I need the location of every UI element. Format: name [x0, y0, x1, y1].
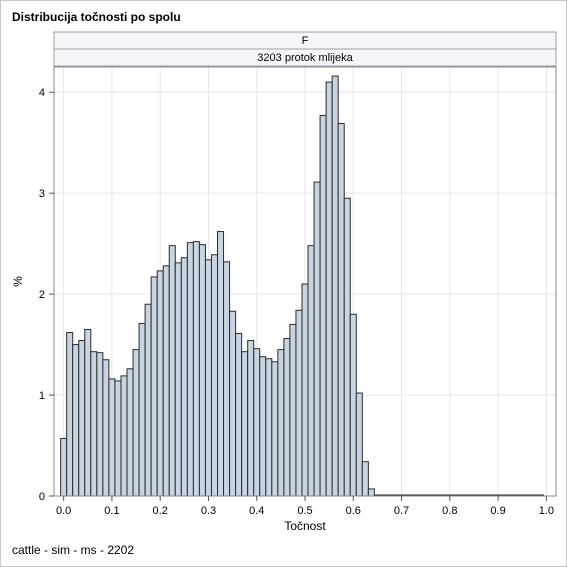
x-tick-label: 1.0 [539, 505, 554, 517]
histogram-bar [241, 351, 249, 497]
histogram-bar [210, 254, 219, 497]
histogram-bar [223, 261, 231, 497]
histogram-bar [355, 392, 363, 497]
histogram-bar [120, 375, 128, 497]
histogram-bar [367, 488, 375, 497]
histogram-bar [72, 344, 80, 497]
x-axis-label: Točnost [284, 519, 326, 533]
x-tick-label: 0.3 [201, 505, 216, 517]
histogram-bar [277, 349, 285, 497]
histogram-bar [198, 244, 206, 497]
x-tick-label: 0.6 [346, 505, 361, 517]
histogram-bar [301, 283, 309, 497]
y-tick-label: 0 [39, 491, 45, 503]
histogram-bar [90, 351, 98, 497]
histogram-bar [150, 276, 158, 497]
histogram-bar [114, 380, 122, 497]
histogram-bar [343, 197, 351, 497]
x-tick-label: 0.1 [104, 505, 119, 517]
panel-strip-1 [53, 48, 557, 67]
y-tick-label: 3 [39, 188, 45, 200]
histogram-bar [295, 309, 303, 497]
y-tick-label: 4 [39, 87, 45, 99]
x-tick-label: 0.0 [56, 505, 71, 517]
histogram-bar [156, 270, 164, 497]
histogram-bar [325, 81, 333, 497]
y-tick-label: 2 [39, 289, 45, 301]
histogram-bar [84, 328, 92, 497]
y-axis-label: % [11, 276, 25, 287]
histogram-bar [132, 349, 140, 497]
histogram-bar [217, 231, 225, 497]
histogram-bar [307, 245, 315, 497]
histogram-bar [289, 323, 297, 497]
histogram-bar [174, 262, 182, 497]
histogram-bar [204, 259, 212, 497]
histogram-bar [229, 310, 237, 497]
histogram-bar [60, 437, 68, 497]
histogram-bar [283, 338, 291, 497]
x-tick-label: 0.7 [394, 505, 409, 517]
histogram-bar [271, 361, 279, 497]
histogram-bar [96, 352, 104, 497]
histogram-bar [337, 123, 345, 497]
histogram-bar [66, 331, 74, 497]
histogram-bar [349, 313, 357, 497]
y-tick-label: 1 [39, 390, 45, 402]
histogram-bar [331, 75, 339, 497]
histogram-bar [265, 358, 273, 497]
histogram-bar [259, 356, 267, 497]
histogram-bar [138, 322, 146, 497]
chart-title: Distribucija točnosti po spolu [12, 10, 181, 24]
histogram-bar [78, 340, 86, 497]
histogram-bar [186, 242, 194, 497]
histogram-bar [126, 368, 134, 497]
histogram-bar [180, 257, 188, 497]
histogram-bar [235, 332, 243, 497]
histogram-bar [253, 348, 261, 497]
histogram-bar [247, 340, 255, 497]
histogram-bar [319, 114, 327, 497]
x-tick-label: 0.4 [249, 505, 264, 517]
histogram-bar [144, 303, 152, 497]
x-tick-label: 0.9 [490, 505, 505, 517]
x-tick-label: 0.8 [442, 505, 457, 517]
histogram-bar [162, 265, 170, 497]
histogram-bar [361, 461, 369, 497]
panel-strip-label-1: 3203 protok mlijeka [257, 52, 353, 64]
histogram-bar [313, 181, 321, 497]
histogram-bar [192, 241, 200, 497]
footnote: cattle - sim - ms - 2202 [12, 543, 135, 557]
histogram-bar [102, 359, 110, 497]
x-tick-label: 0.5 [297, 505, 312, 517]
x-tick-label: 0.2 [153, 505, 168, 517]
panel-strip-label-0: F [302, 35, 309, 47]
histogram-bar [168, 245, 176, 497]
histogram-bar [108, 378, 116, 497]
